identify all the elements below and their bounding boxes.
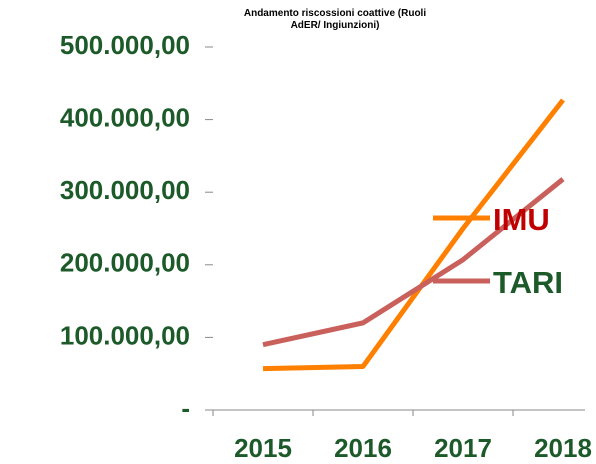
x-tick-label: 2016 <box>334 433 392 463</box>
legend-label: TARI <box>493 265 563 300</box>
chart-title: Andamento riscossioni coattive (Ruoli Ad… <box>243 8 427 31</box>
legend-label: IMU <box>493 202 550 237</box>
x-tick-label: 2015 <box>234 433 292 463</box>
y-tick-label: 400.000,00 <box>60 102 190 132</box>
x-tick-label: 2017 <box>434 433 492 463</box>
y-tick-label: 500.000,00 <box>60 30 190 60</box>
x-tick-label: 2018 <box>534 433 592 463</box>
series-line <box>262 177 565 348</box>
y-tick-label: - <box>181 393 190 423</box>
y-tick-label: 100.000,00 <box>60 320 190 350</box>
series-line <box>262 98 565 372</box>
y-tick-label: 200.000,00 <box>60 248 190 278</box>
y-tick-label: 300.000,00 <box>60 175 190 205</box>
